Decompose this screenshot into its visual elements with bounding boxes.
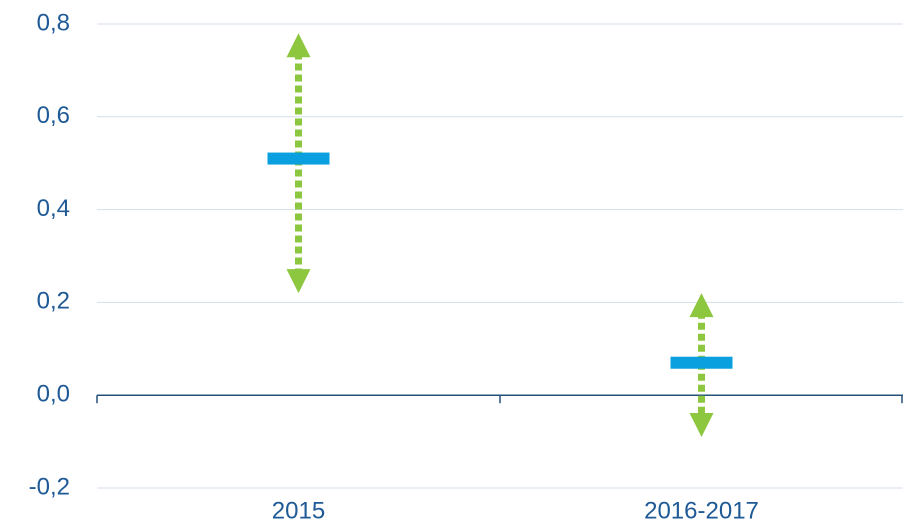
y-tick-label: 0,0 [37, 381, 70, 408]
range-arrow-up [286, 33, 311, 58]
range-arrow-up [689, 293, 714, 318]
y-tick-label: 0,6 [37, 102, 70, 129]
x-tick-label: 2016-2017 [644, 497, 759, 524]
range-arrow-down [286, 269, 311, 294]
y-tick-label: 0,4 [37, 195, 70, 222]
y-tick-label: 0,2 [37, 288, 70, 315]
range-arrow-down [689, 412, 714, 437]
x-tick-label: 2015 [272, 497, 325, 524]
point-estimate [670, 356, 733, 369]
point-estimate [267, 152, 330, 165]
y-tick-label: 0,8 [37, 9, 70, 36]
y-tick-label: -0,2 [29, 473, 70, 500]
